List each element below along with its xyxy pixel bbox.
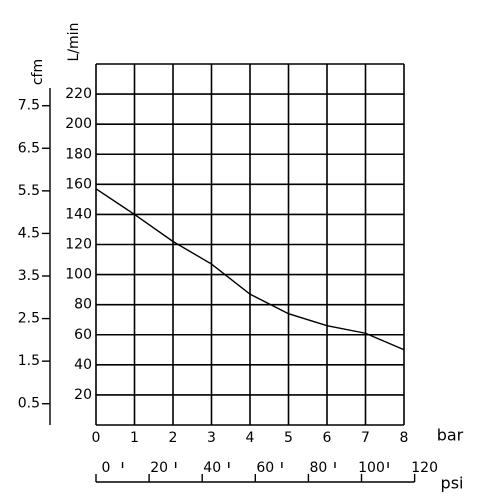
y2-tick-label: 0.5 [18,396,40,412]
y-tick-label: 140 [65,206,92,222]
x2-tick-label: 100 [358,460,385,476]
y-tick-label: 80 [74,297,92,313]
x-axis-label: bar [437,426,464,445]
x-tick-label: 6 [323,430,332,446]
x2-tick-label: 60 [256,460,274,476]
x2-tick-label: 20 [150,460,168,476]
y2-tick-label: 3.5 [18,268,40,284]
y2-tick-label: 5.5 [18,183,40,199]
y-tick-label: 120 [65,237,92,253]
y2-tick-label: 4.5 [18,225,40,241]
x-tick-label: 4 [246,430,255,446]
y-tick-label: 160 [65,176,92,192]
x-tick-label: 2 [169,430,178,446]
y-tick-label: 180 [65,146,92,162]
x2-tick-label: 120 [411,460,438,476]
y2-axis-label: cfm [30,59,46,85]
x2-tick-label: 80 [309,460,327,476]
y-tick-label: 200 [65,116,92,132]
x-tick-label: 3 [207,430,216,446]
y2-tick-label: 1.5 [18,353,40,369]
x-tick-label: 5 [284,430,293,446]
y-tick-label: 20 [74,387,92,403]
x2-axis-label: psi [441,474,464,493]
x2-tick-label: 40 [203,460,221,476]
x2-tick-label: 0 [102,460,111,476]
y2-tick-label: 7.5 [18,98,40,114]
x-tick-label: 7 [361,430,370,446]
curve [95,188,405,351]
y-tick-label: 220 [65,86,92,102]
y-tick-label: 40 [74,357,92,373]
x-tick-label: 0 [92,430,101,446]
x-tick-label: 1 [130,430,139,446]
y2-tick-label: 6.5 [18,140,40,156]
y2-tick-label: 2.5 [18,311,40,327]
y-axis-label: L/min [66,23,82,62]
y-tick-label: 60 [74,327,92,343]
y-tick-label: 100 [65,267,92,283]
x-tick-label: 8 [400,430,409,446]
